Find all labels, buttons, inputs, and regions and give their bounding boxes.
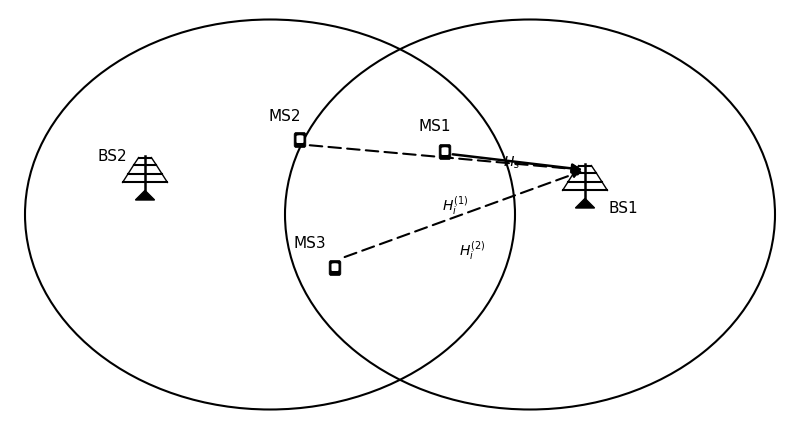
Text: $H_i^{(2)}$: $H_i^{(2)}$ <box>459 239 485 262</box>
FancyBboxPatch shape <box>443 148 446 150</box>
Polygon shape <box>135 191 154 200</box>
FancyBboxPatch shape <box>329 261 341 276</box>
FancyBboxPatch shape <box>442 148 449 156</box>
FancyBboxPatch shape <box>298 136 302 138</box>
FancyBboxPatch shape <box>331 264 338 271</box>
Text: $H_s$: $H_s$ <box>503 154 521 171</box>
Text: MS2: MS2 <box>269 109 302 124</box>
Text: $H_i^{(1)}$: $H_i^{(1)}$ <box>442 194 468 217</box>
FancyBboxPatch shape <box>297 136 303 144</box>
Text: BS2: BS2 <box>97 149 127 164</box>
Text: MS1: MS1 <box>418 119 451 134</box>
Text: MS3: MS3 <box>294 236 326 250</box>
Text: BS1: BS1 <box>608 201 638 216</box>
FancyBboxPatch shape <box>294 133 306 148</box>
FancyBboxPatch shape <box>439 145 451 160</box>
FancyBboxPatch shape <box>334 264 337 266</box>
Polygon shape <box>575 199 594 209</box>
